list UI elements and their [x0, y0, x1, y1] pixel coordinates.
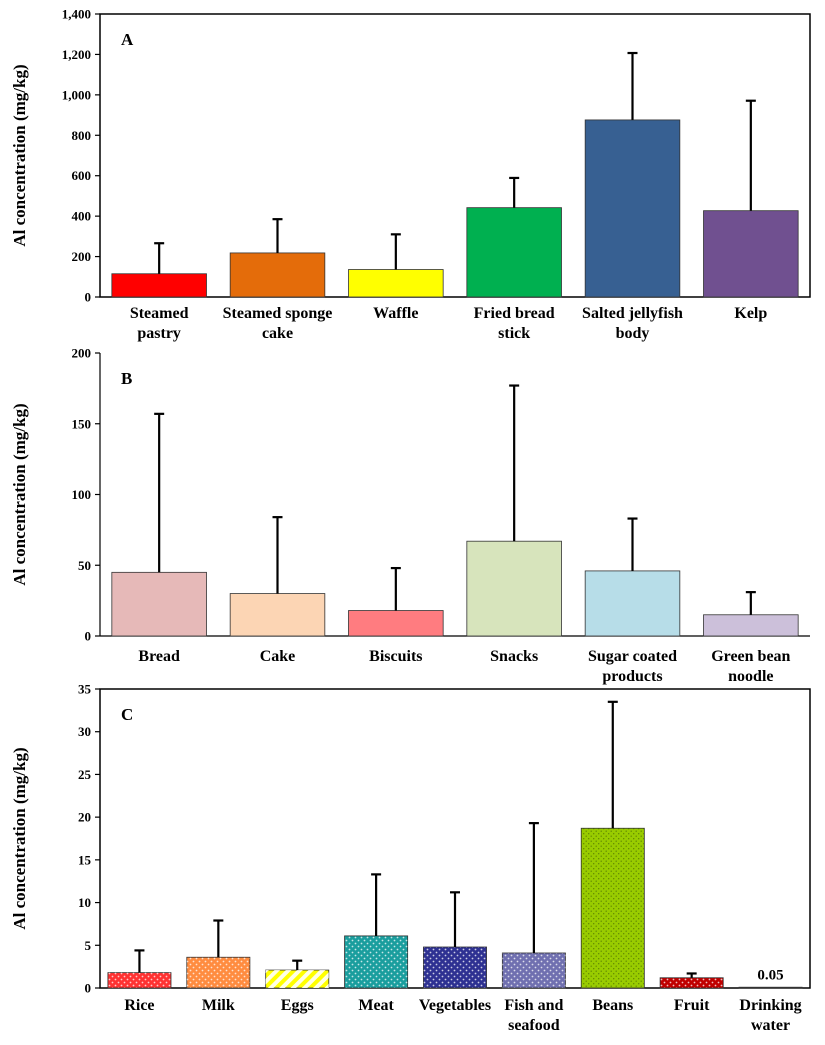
bar	[229, 252, 326, 298]
x-tick-label: Fish and	[504, 997, 563, 1014]
bar	[466, 207, 562, 298]
panel-a: 0 200 400 600 800 1,000 1,200 1,400 Al concentra…	[10, 7, 811, 342]
y-tick-label: 20	[78, 810, 91, 825]
x-tick-label: Steamed	[130, 305, 189, 322]
y-tick-label: 5	[85, 938, 92, 953]
x-tick-label: body	[616, 325, 650, 342]
bar	[348, 610, 444, 637]
x-tick-label: Sugar coated	[588, 648, 677, 665]
panel-label: C	[121, 705, 133, 724]
x-tick-label: Waffle	[373, 305, 418, 322]
y-tick-label: 10	[78, 895, 91, 910]
y-tick-label: 100	[72, 487, 92, 502]
panel-label: A	[121, 30, 134, 49]
x-tick-label: Beans	[592, 997, 633, 1014]
bar-pattern	[423, 946, 487, 988]
bar	[229, 593, 326, 637]
x-tick-label: noodle	[728, 668, 773, 685]
x-tick-label: stick	[498, 325, 530, 342]
bar	[738, 986, 803, 989]
x-tick-label: seafood	[508, 1017, 560, 1034]
x-tick-label: Vegetables	[419, 997, 491, 1014]
bar-pattern	[660, 977, 724, 988]
x-tick-label: Milk	[202, 997, 235, 1014]
bar	[111, 571, 207, 637]
bar	[703, 210, 799, 298]
y-tick-label: 30	[78, 724, 91, 739]
y-tick-label: 150	[72, 416, 92, 431]
x-tick-label: Fruit	[674, 997, 710, 1014]
y-tick-label: 1,400	[62, 7, 91, 22]
data-label: 0.05	[757, 968, 783, 984]
x-tick-label: Drinking	[739, 997, 801, 1014]
y-tick-label: 800	[72, 128, 92, 143]
x-tick-label: Salted jellyfish	[582, 305, 683, 322]
panel-label: B	[121, 369, 132, 388]
y-tick-label: 0	[85, 629, 92, 644]
bar	[584, 119, 681, 298]
y-tick-label: 1,000	[62, 87, 91, 102]
y-axis-label: Al concentration (mg/kg)	[10, 403, 29, 585]
x-tick-label: Steamed sponge	[223, 305, 333, 322]
bar	[111, 273, 207, 298]
bar-pattern	[265, 970, 329, 988]
y-axis-label: Al concentration (mg/kg)	[10, 747, 29, 929]
y-tick-label: 400	[72, 209, 92, 224]
bar-pattern	[107, 972, 171, 988]
panel-c: 0 5 10 15 20 25 30 35 Al concentration (mg/kg) C R…	[10, 682, 811, 1034]
y-tick-label: 1,200	[62, 47, 91, 62]
x-tick-label: Rice	[124, 997, 154, 1014]
x-tick-label: cake	[262, 325, 293, 342]
plot-frame	[99, 13, 811, 298]
panel-b: 0 50 100 150 200 Al concentration (mg/kg) B Bre…	[10, 346, 810, 685]
bar	[584, 570, 681, 637]
bar-pattern	[502, 952, 566, 988]
y-tick-label: 200	[72, 249, 92, 264]
x-tick-label: Eggs	[281, 997, 314, 1014]
y-tick-label: 50	[78, 558, 91, 573]
x-tick-label: Green bean	[711, 648, 790, 665]
bar-pattern	[344, 935, 408, 988]
x-tick-label: Cake	[260, 648, 296, 665]
x-tick-label: Fried bread	[474, 305, 555, 322]
y-tick-label: 25	[78, 767, 92, 782]
x-tick-label: water	[751, 1017, 790, 1034]
y-axis-label: Al concentration (mg/kg)	[10, 64, 29, 246]
x-tick-label: Bread	[138, 648, 180, 665]
bar	[466, 540, 562, 637]
y-tick-label: 200	[72, 346, 92, 361]
y-tick-label: 15	[78, 852, 92, 867]
x-tick-label: Biscuits	[369, 648, 422, 665]
y-tick-label: 600	[72, 168, 92, 183]
bar	[703, 614, 799, 637]
x-tick-label: Snacks	[490, 648, 538, 665]
x-tick-label: pastry	[137, 325, 181, 342]
x-tick-label: products	[602, 668, 662, 685]
bar-pattern	[581, 828, 645, 988]
y-tick-label: 35	[78, 682, 92, 697]
x-tick-label: Kelp	[734, 305, 767, 322]
y-tick-label: 0	[85, 981, 92, 996]
bar	[348, 269, 444, 298]
bar-pattern	[186, 957, 250, 988]
x-tick-label: Meat	[358, 997, 394, 1014]
y-tick-label: 0	[85, 290, 92, 305]
